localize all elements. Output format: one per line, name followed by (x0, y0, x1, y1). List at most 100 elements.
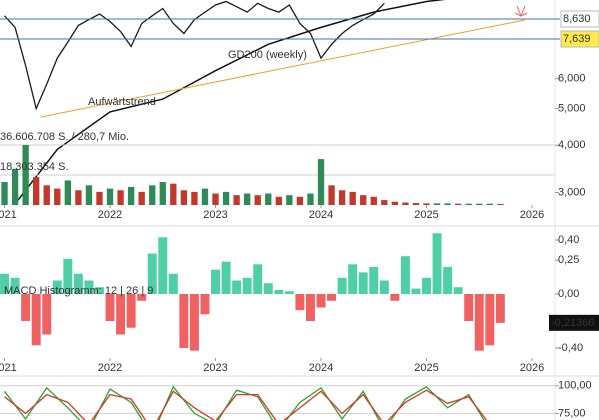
bar (465, 203, 472, 205)
bar (126, 294, 136, 328)
bar (33, 177, 40, 205)
bar (54, 188, 61, 205)
bar (349, 191, 356, 205)
bar (158, 237, 168, 295)
current-value-box (549, 314, 599, 331)
level-label: 8,630 (563, 13, 591, 25)
bar (170, 183, 177, 205)
bar (191, 191, 198, 205)
bar (370, 196, 377, 205)
bar (390, 294, 400, 301)
bar (116, 294, 126, 335)
bar (263, 283, 273, 295)
bar (168, 273, 178, 295)
bar (149, 185, 156, 205)
bar (21, 294, 31, 322)
bar (222, 191, 230, 205)
bar (94, 287, 104, 295)
bar (495, 294, 505, 323)
bar (233, 195, 240, 205)
bar (412, 203, 420, 205)
bar (295, 294, 305, 311)
bar (179, 294, 189, 348)
current-value-label: -0,21366 (551, 317, 594, 329)
y-tick-label: 5,000 (558, 103, 586, 115)
bar (379, 280, 389, 295)
oscillator-line (3, 385, 485, 420)
bar (432, 233, 442, 295)
bar (369, 267, 379, 295)
x-tick-label: 2022 (98, 209, 122, 221)
bar (286, 195, 293, 205)
x-tick-label: 2023 (203, 209, 227, 221)
level-label: 7,639 (563, 33, 591, 45)
level-box (560, 30, 599, 48)
y-tick-label: 0,00 (558, 288, 579, 300)
bar (381, 200, 388, 205)
x-tick-label: 2025 (414, 209, 438, 221)
x-tick-label: 2026 (520, 209, 544, 221)
bar (433, 203, 441, 205)
bar (73, 273, 83, 295)
bar (96, 191, 103, 205)
bar (10, 277, 20, 295)
y-tick-label: 6,000 (558, 73, 586, 85)
bar (242, 277, 252, 295)
y-tick-label: 3,000 (558, 186, 586, 198)
bar (486, 203, 493, 205)
bar (296, 196, 304, 205)
bar (244, 193, 251, 205)
bar (317, 159, 325, 205)
bar (212, 193, 219, 205)
y-tick-label: -0,40 (558, 342, 583, 354)
bar (402, 202, 409, 205)
bar (358, 272, 368, 295)
bar (254, 195, 261, 205)
bar (105, 294, 115, 322)
x-tick-label: 2026 (520, 362, 544, 374)
bar (316, 294, 326, 308)
bar (200, 294, 210, 315)
y-tick-label: 36.606.708 S. / 280,7 Mio. (0, 131, 129, 143)
bar (328, 185, 335, 205)
overlay-line (14, 0, 446, 205)
bar (337, 277, 347, 295)
bar (454, 203, 462, 205)
bar (201, 188, 209, 205)
bar (443, 267, 453, 295)
bar (11, 168, 19, 205)
bar (253, 264, 263, 295)
bar (22, 144, 29, 205)
bar (497, 204, 504, 205)
bar (137, 294, 147, 301)
overlay-line (40, 19, 525, 118)
y-tick-label: 75,00 (558, 407, 586, 419)
x-tick-label: 2022 (98, 362, 122, 374)
bar (422, 277, 431, 295)
bar (338, 190, 346, 205)
bar (411, 288, 421, 295)
bar (117, 190, 124, 205)
bar (444, 203, 451, 205)
bar (211, 269, 221, 295)
x-tick-label: 2021 (0, 209, 17, 221)
panel (0, 385, 555, 420)
bar (391, 201, 399, 205)
x-tick-label: 2023 (203, 362, 227, 374)
bar (423, 203, 430, 205)
x-tick-label: 2024 (309, 362, 333, 374)
bar (42, 294, 52, 335)
bar (180, 190, 188, 205)
bar (284, 291, 294, 295)
panel (4, 0, 525, 205)
bar (147, 253, 157, 295)
bar (265, 193, 272, 205)
bar (31, 294, 41, 346)
y-tick-label: 0,40 (558, 234, 579, 246)
bar (453, 287, 463, 295)
bar (275, 196, 282, 205)
oscillator-line (4, 389, 488, 420)
bar (464, 294, 474, 322)
